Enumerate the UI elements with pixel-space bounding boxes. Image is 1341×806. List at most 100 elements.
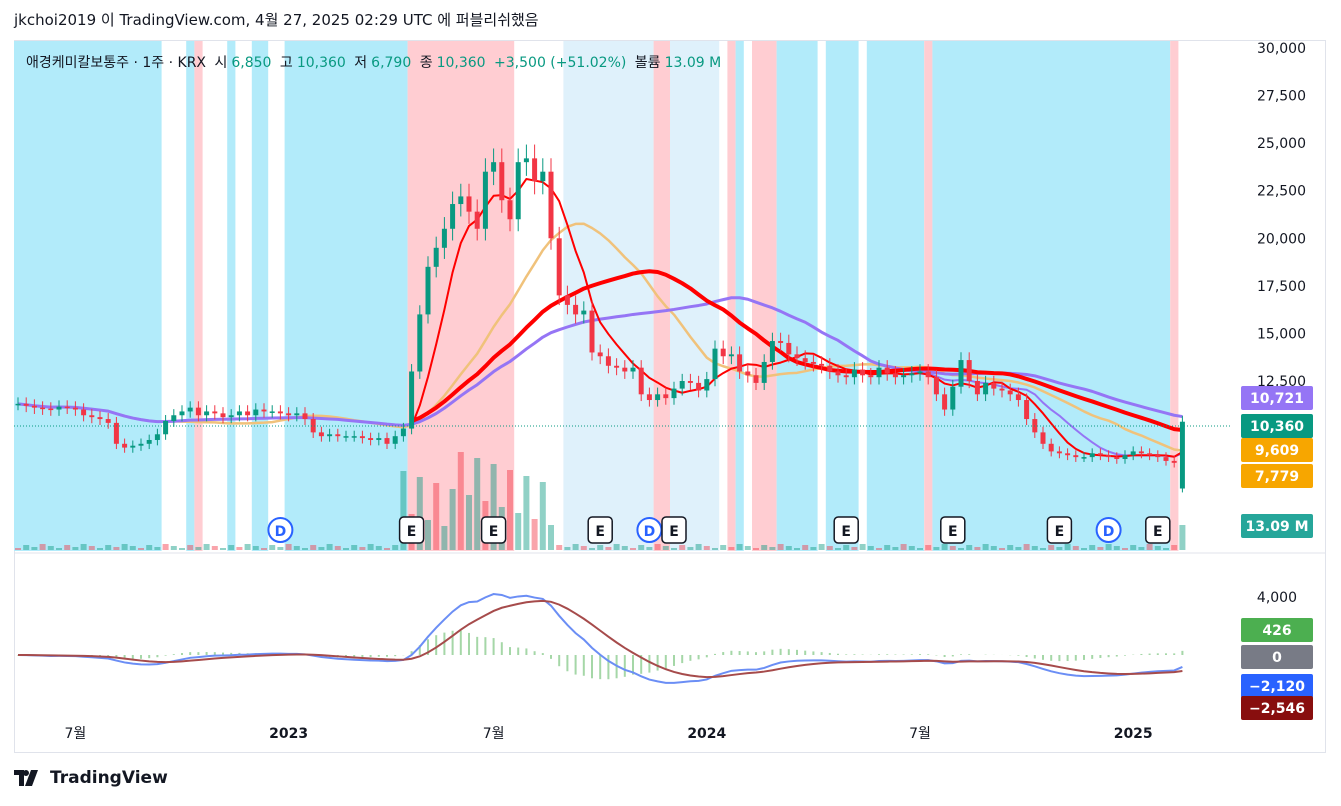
macd-histogram-bar: [714, 653, 716, 655]
volume-bar: [449, 489, 456, 550]
volume-bar: [375, 546, 382, 550]
macd-histogram-bar: [476, 636, 479, 655]
macd-histogram-bar: [812, 651, 815, 655]
macd-histogram-bar: [1033, 655, 1036, 659]
bg-band-11: [735, 41, 744, 551]
candle-body: [245, 411, 251, 416]
price-label-ma-mid: 9,609: [1241, 438, 1313, 462]
volume-bar: [220, 548, 226, 550]
macd-histogram-bar: [697, 655, 700, 660]
candle-body: [876, 367, 882, 378]
time-tick-label: 2025: [1114, 726, 1153, 742]
candle-body: [318, 432, 324, 437]
volume-bar: [39, 544, 46, 550]
bg-band-2: [227, 41, 236, 551]
marker-label: E: [669, 524, 679, 540]
price-tick-label: 17,500: [1257, 279, 1306, 295]
volume-bar: [917, 548, 923, 550]
volume-bar: [802, 545, 809, 550]
volume-bar: [1146, 544, 1153, 550]
candle-body: [753, 375, 759, 383]
candle-body: [343, 436, 349, 438]
macd-pane: [17, 592, 1184, 684]
candle-body: [835, 371, 841, 376]
volume-bar: [1023, 544, 1030, 550]
macd-histogram-bar: [107, 655, 110, 657]
macd-histogram-bar: [222, 652, 224, 655]
price-label-ma-mid-bg: [1241, 438, 1313, 462]
macd-histogram-bar: [689, 655, 692, 661]
candle-body: [482, 171, 488, 229]
candle-body: [942, 394, 948, 410]
volume-bar: [285, 544, 292, 550]
brand[interactable]: TradingView: [14, 768, 168, 788]
volume-bar: [1072, 546, 1079, 550]
candle-body: [269, 411, 275, 413]
volume-bar: [1089, 545, 1096, 550]
volume-bar: [179, 548, 185, 550]
macd-histogram-bar: [468, 632, 470, 655]
candle-body: [228, 415, 234, 418]
candle-body: [605, 356, 611, 366]
volume-bar: [310, 545, 317, 550]
candle-body: [105, 419, 111, 423]
volume-bar: [97, 548, 103, 550]
candle-body: [851, 369, 857, 378]
candle-body: [1179, 421, 1185, 489]
macd-histogram-bar: [853, 654, 856, 655]
macd-label-signal-text: −2,546: [1249, 701, 1305, 717]
volume-bar: [507, 470, 513, 550]
volume-bar: [523, 476, 530, 550]
volume-bar: [1171, 545, 1178, 550]
volume-bar: [867, 546, 874, 550]
candle-body: [351, 436, 357, 438]
volume-bar: [490, 464, 497, 550]
macd-histogram-bar: [1058, 655, 1061, 662]
candle-body: [277, 411, 283, 414]
price-label-ma-mid-text: 9,609: [1255, 443, 1299, 459]
volume-bar: [892, 547, 899, 550]
candle-body: [655, 394, 661, 401]
volume-bar: [72, 547, 79, 550]
volume-bar: [548, 525, 554, 550]
macd-histogram-bar: [730, 650, 733, 655]
volume-bar: [949, 546, 956, 550]
price-label-ma-long: 10,721: [1241, 386, 1313, 410]
volume-bar: [621, 546, 628, 550]
volume-bar: [466, 495, 472, 550]
macd-label-macd-text: −2,120: [1249, 679, 1305, 695]
candle-body: [56, 406, 62, 410]
marker-label: E: [407, 524, 417, 540]
ma-orange-line: [17, 222, 1183, 452]
high-value: 10,360: [296, 55, 346, 71]
candle-body: [671, 388, 677, 399]
candle-body: [154, 434, 160, 440]
candle-body: [179, 411, 185, 416]
macd-histogram-bar: [140, 655, 142, 659]
candle-body: [23, 403, 29, 406]
bg-band-12: [752, 41, 777, 551]
macd-label-histogram: 426: [1241, 618, 1313, 642]
candle-body: [499, 162, 505, 201]
candle-body: [253, 409, 259, 416]
macd-histogram-bar: [574, 655, 577, 675]
macd-label-macd-bg: [1241, 674, 1313, 698]
volume-bar: [1179, 525, 1186, 550]
candle-body: [1048, 443, 1054, 452]
volume-bar: [687, 547, 694, 550]
candle-body: [368, 438, 374, 440]
volume-bar: [933, 547, 940, 550]
candle-body: [48, 408, 54, 411]
volume-bar: [269, 545, 276, 550]
low-label: 저: [354, 55, 368, 71]
macd-histogram-bar: [1181, 650, 1184, 655]
candle-body: [515, 162, 521, 220]
macd-histogram-bar: [837, 653, 839, 655]
candle-body: [917, 371, 923, 374]
macd-histogram-bar: [656, 655, 659, 671]
time-tick-label: 7월: [65, 726, 87, 742]
volume-bar: [695, 544, 702, 550]
volume-bar: [121, 544, 128, 550]
volume-bar: [835, 548, 841, 550]
